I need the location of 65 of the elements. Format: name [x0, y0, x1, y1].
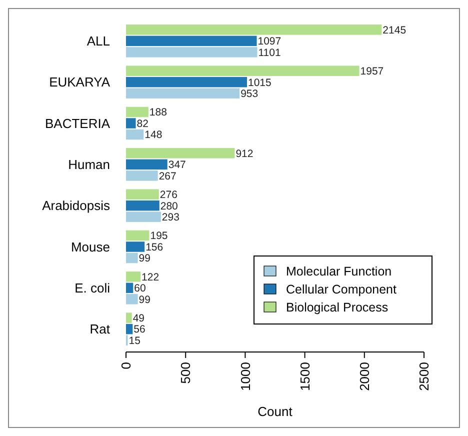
data-label: 60 [134, 282, 146, 295]
data-label: 122 [142, 271, 160, 284]
legend-label: Molecular Function [286, 264, 392, 278]
legend-label: Biological Process [286, 300, 388, 314]
bar [126, 230, 150, 241]
y-tick-label: Mouse [70, 239, 110, 254]
bar [126, 312, 132, 323]
x-tick-label: 0 [118, 362, 134, 370]
y-tick-label: EUKARYA [49, 74, 110, 90]
y-tick-label: Rat [90, 322, 110, 337]
data-label: 953 [240, 88, 258, 100]
bar [126, 129, 144, 140]
y-tick-label: Arabidopsis [42, 198, 110, 214]
y-tick-label: BACTERIA [44, 116, 110, 131]
data-label: 1097 [258, 36, 282, 48]
data-label: 56 [134, 324, 146, 336]
data-label: 1015 [248, 76, 272, 89]
y-tick-label: ALL [86, 33, 110, 48]
data-label: 912 [236, 148, 254, 160]
data-label: 1957 [360, 66, 384, 78]
y-tick-label: E. coli [74, 280, 110, 296]
x-tick-label: 1000 [238, 362, 253, 391]
bar [126, 66, 360, 76]
bar [126, 159, 168, 170]
x-tick-label: 500 [178, 362, 194, 384]
bar [126, 118, 136, 128]
bar [126, 200, 160, 211]
data-label: 1101 [258, 46, 281, 59]
bar [126, 36, 257, 46]
data-label: 280 [160, 200, 178, 212]
data-label: 99 [138, 252, 151, 265]
y-tick-label: Human [68, 156, 110, 172]
bar [126, 212, 161, 222]
bar [126, 294, 138, 304]
data-label: 82 [136, 118, 149, 130]
bar [126, 148, 235, 158]
data-label: 2145 [382, 24, 406, 36]
data-label: 188 [149, 106, 168, 119]
data-label: 276 [160, 189, 178, 202]
data-label: 156 [146, 241, 164, 254]
data-label: 99 [138, 294, 151, 306]
data-label: 293 [162, 212, 180, 224]
bar [126, 106, 148, 118]
bar [126, 282, 134, 294]
data-label: 15 [128, 334, 141, 347]
x-axis-title: Count [258, 404, 293, 419]
bar [126, 189, 159, 200]
bar [126, 252, 138, 264]
bar [126, 24, 382, 35]
data-label: 347 [168, 159, 186, 172]
bar [126, 170, 158, 181]
bar [126, 242, 145, 252]
data-label: 267 [158, 170, 177, 182]
x-tick-label: 2500 [416, 362, 432, 391]
bar [126, 272, 141, 282]
data-label: 148 [144, 129, 162, 142]
legend-label: Cellular Component [286, 282, 397, 296]
bar [126, 47, 258, 58]
x-tick-label: 2000 [356, 362, 372, 391]
bar [126, 88, 240, 98]
data-label: 49 [132, 312, 145, 324]
bar [126, 324, 133, 334]
bar [126, 76, 247, 88]
x-tick-label: 1500 [297, 362, 312, 391]
data-label: 195 [150, 230, 168, 242]
